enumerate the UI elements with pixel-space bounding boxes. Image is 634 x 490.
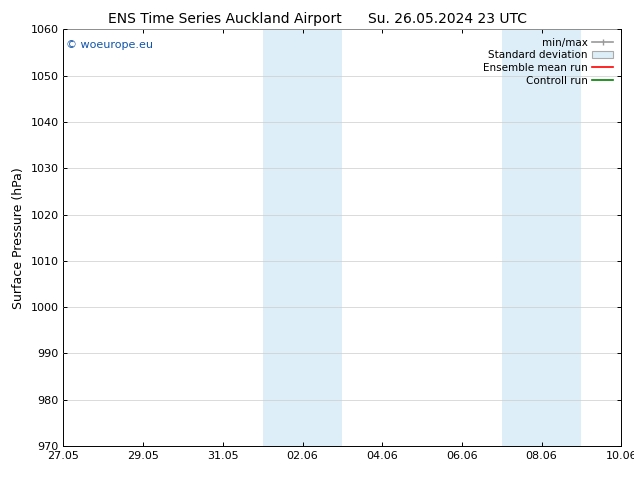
Text: ENS Time Series Auckland Airport      Su. 26.05.2024 23 UTC: ENS Time Series Auckland Airport Su. 26.…: [108, 12, 526, 26]
Bar: [501, 29, 581, 446]
Bar: [262, 29, 342, 446]
Legend: min/max, Standard deviation, Ensemble mean run, Controll run: min/max, Standard deviation, Ensemble me…: [480, 35, 616, 89]
Text: © woeurope.eu: © woeurope.eu: [66, 40, 153, 50]
Y-axis label: Surface Pressure (hPa): Surface Pressure (hPa): [12, 167, 25, 309]
